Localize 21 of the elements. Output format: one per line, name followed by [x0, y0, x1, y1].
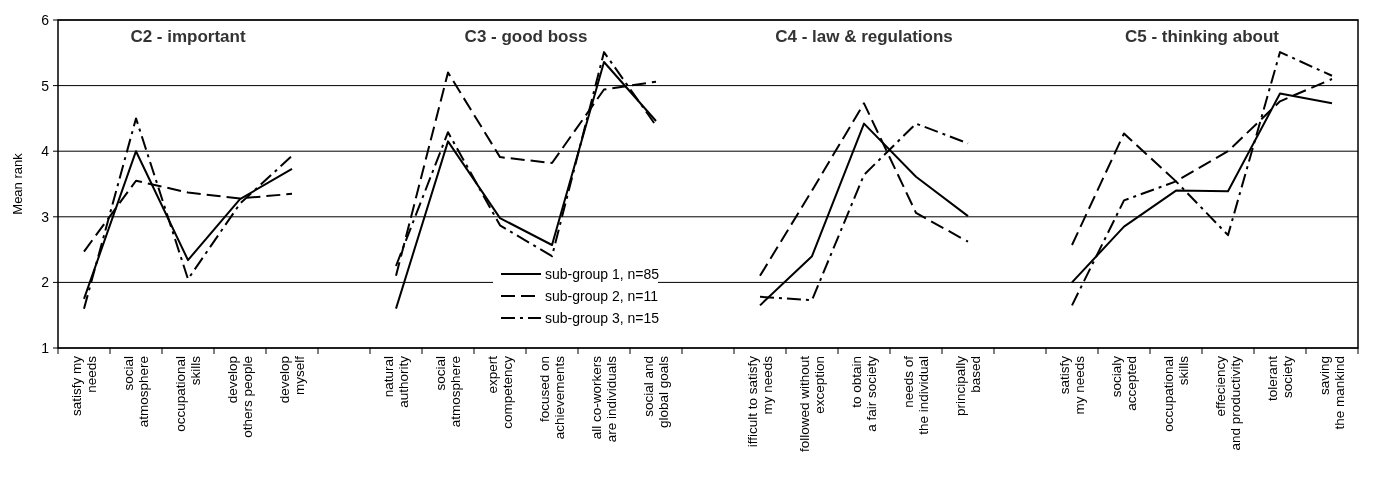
y-axis-title: Mean rank: [10, 152, 25, 215]
x-tick-label: principally based: [953, 355, 984, 417]
y-tick-label: 5: [41, 77, 50, 94]
x-tick-label: ifficult to satisfy my needs: [745, 355, 776, 448]
x-tick-label: satisfy my needs: [69, 355, 100, 417]
x-tick-label: satisfy my needs: [1057, 355, 1088, 415]
x-tick-label: occupational skills: [1161, 355, 1192, 432]
y-tick-label: 1: [41, 339, 50, 356]
legend-label: sub-group 1, n=85: [545, 265, 660, 282]
annotation: C2 - important: [130, 27, 246, 46]
annotation: C4 - law & regulations: [775, 27, 953, 46]
x-tick-label: occupational skills: [173, 355, 204, 432]
annotation: C3 - good boss: [464, 27, 588, 46]
annotation: C5 - thinking about: [1125, 27, 1280, 46]
y-tick-label: 6: [41, 11, 50, 28]
legend-label: sub-group 3, n=15: [545, 309, 660, 326]
legend-label: sub-group 2, n=11: [545, 287, 659, 304]
y-tick-label: 2: [41, 274, 50, 291]
y-tick-label: 3: [41, 208, 50, 225]
y-tick-label: 4: [41, 143, 50, 160]
x-tick-label: natural authority: [381, 355, 412, 408]
